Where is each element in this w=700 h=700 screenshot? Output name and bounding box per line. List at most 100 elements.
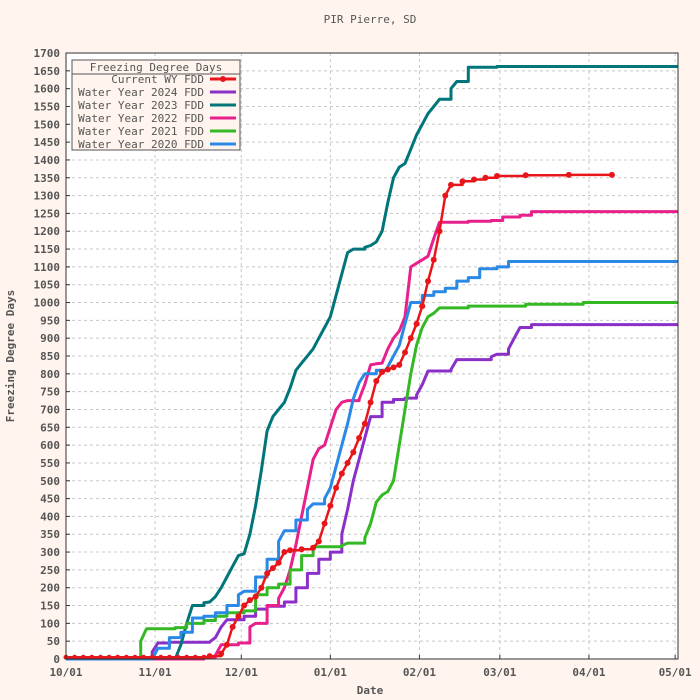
legend-label: Current WY FDD [111, 73, 204, 86]
y-tick-label: 1600 [34, 83, 61, 96]
data-point [275, 559, 282, 566]
legend-label: Water Year 2022 FDD [78, 112, 204, 125]
data-point [344, 459, 351, 466]
x-axis-label: Date [357, 684, 384, 697]
y-tick-label: 1050 [34, 279, 61, 292]
y-axis-ticks: 0 50 100 150 200 250 300 350 400 450 500 550 600 650 7… [34, 47, 70, 666]
data-point [132, 654, 138, 660]
y-tick-label: 400 [40, 510, 60, 523]
legend-title: Freezing Degree Days [90, 61, 222, 74]
x-tick-label: 04/01 [572, 666, 605, 679]
data-point [298, 546, 305, 553]
data-point [315, 538, 322, 545]
legend-label: Water Year 2020 FDD [78, 138, 204, 151]
x-tick-label: 12/01 [225, 666, 258, 679]
data-point [166, 654, 172, 660]
y-tick-label: 750 [40, 386, 60, 399]
data-point [192, 654, 198, 660]
data-point [310, 544, 317, 551]
legend-label: Water Year 2024 FDD [78, 86, 204, 99]
data-point [361, 420, 368, 427]
data-point [459, 178, 466, 185]
data-point [223, 641, 230, 648]
data-point [407, 335, 414, 342]
x-tick-label: 02/01 [403, 666, 436, 679]
y-tick-label: 1100 [34, 261, 61, 274]
series-line [66, 323, 678, 661]
y-tick-label: 500 [40, 475, 60, 488]
x-axis-ticks: 10/01 11/01 12/01 01/01 02/01 03/01 04/01 05/01 [49, 655, 692, 679]
data-point [430, 256, 437, 263]
data-point [241, 602, 248, 609]
legend-label: Water Year 2021 FDD [78, 125, 204, 138]
data-point [471, 176, 477, 183]
data-point [482, 174, 489, 181]
y-axis-label: Freezing Degree Days [4, 290, 17, 422]
y-tick-label: 1700 [34, 47, 61, 60]
data-point [396, 361, 403, 368]
data-point [149, 654, 155, 660]
data-point [442, 192, 449, 199]
plot-border [65, 52, 679, 660]
y-tick-label: 1150 [34, 243, 61, 256]
series-group [66, 301, 678, 661]
y-tick-label: 1350 [34, 172, 61, 185]
y-tick-label: 550 [40, 457, 60, 470]
data-point [287, 547, 294, 554]
y-tick-label: 1250 [34, 207, 61, 220]
data-point [390, 364, 397, 371]
data-point [184, 654, 190, 660]
data-point [141, 654, 147, 660]
data-point [367, 399, 374, 406]
series-line [66, 260, 678, 661]
data-point [402, 349, 409, 356]
data-point [89, 654, 95, 660]
data-point [175, 654, 181, 660]
y-tick-label: 1450 [34, 136, 61, 149]
data-point [384, 366, 391, 373]
data-point [321, 520, 328, 527]
y-tick-label: 1200 [34, 225, 61, 238]
series-group [66, 323, 678, 661]
y-tick-label: 1000 [34, 297, 61, 310]
data-point [493, 172, 500, 179]
data-point [356, 434, 363, 441]
series-group [66, 65, 678, 661]
data-point [97, 654, 103, 660]
data-point [201, 654, 207, 660]
data-point [246, 597, 253, 604]
series-group [63, 171, 615, 660]
data-point [522, 172, 529, 179]
data-point [419, 303, 426, 310]
data-point [229, 623, 236, 630]
data-point [379, 369, 386, 376]
chart-title: PIR Pierre, SD [324, 13, 417, 26]
data-point [72, 654, 78, 660]
data-point [425, 278, 432, 285]
data-point [158, 654, 164, 660]
x-tick-label: 11/01 [139, 666, 172, 679]
legend-marker [220, 76, 226, 82]
y-tick-label: 1500 [34, 118, 61, 131]
series-group [66, 260, 678, 661]
series-line [66, 301, 678, 661]
y-tick-label: 100 [40, 617, 60, 630]
data-point [436, 228, 443, 235]
data-point [115, 654, 121, 660]
data-point [413, 320, 420, 327]
legend: Freezing Degree Days Current WY FDDWater… [71, 59, 241, 151]
data-point [333, 484, 340, 491]
y-tick-label: 950 [40, 314, 60, 327]
data-point [608, 171, 615, 178]
y-tick-label: 200 [40, 582, 60, 595]
data-point [123, 654, 129, 660]
data-point [448, 181, 455, 188]
series-group [66, 210, 678, 661]
y-tick-label: 350 [40, 528, 60, 541]
y-tick-label: 450 [40, 493, 60, 506]
y-tick-label: 850 [40, 350, 60, 363]
x-tick-label: 05/01 [659, 666, 692, 679]
y-tick-label: 800 [40, 368, 60, 381]
series-lines [63, 65, 678, 661]
